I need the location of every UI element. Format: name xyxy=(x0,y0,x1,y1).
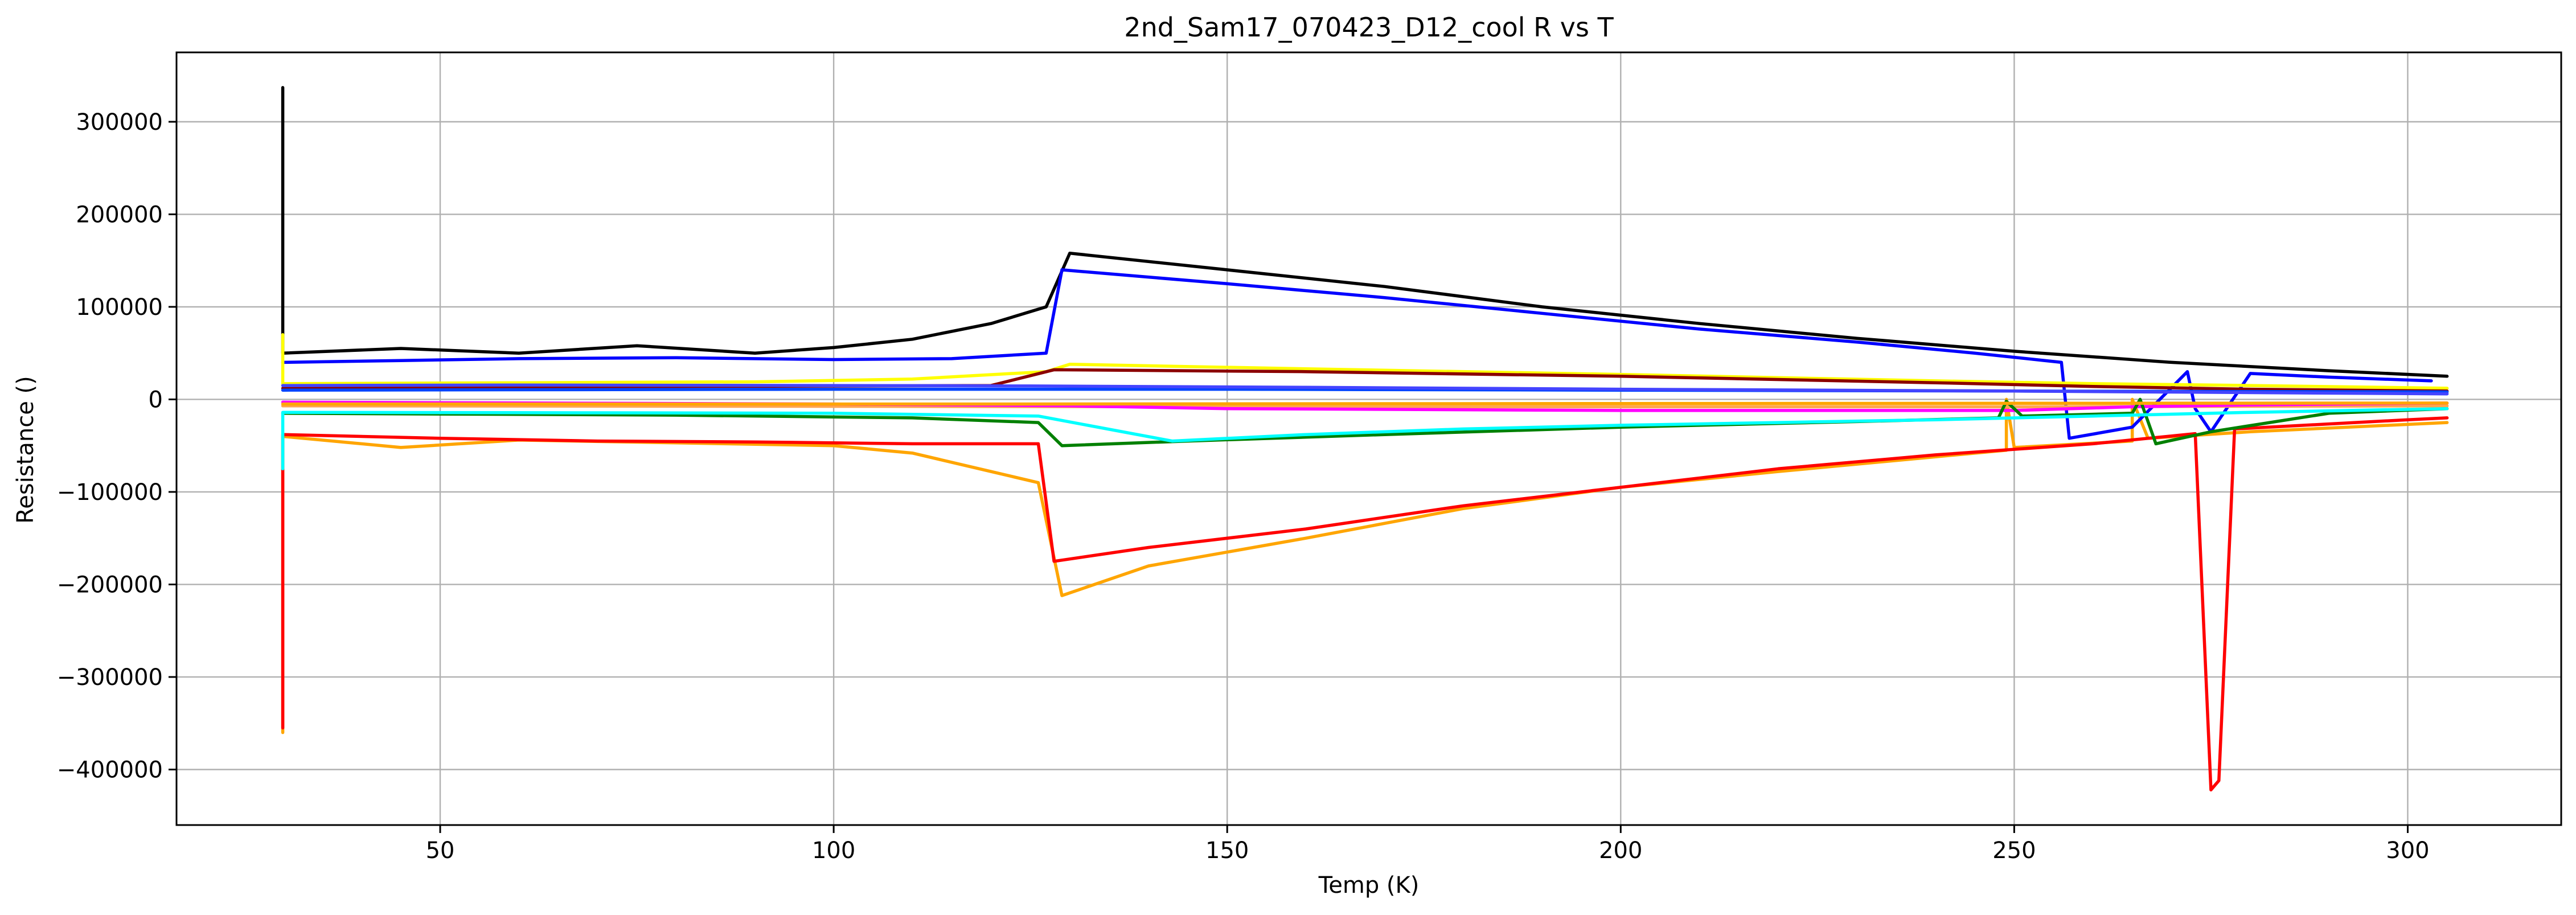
y-tick-label: −400000 xyxy=(57,757,163,783)
y-tick-label: −100000 xyxy=(57,479,163,506)
series-layer xyxy=(281,86,2449,791)
x-tick-label: 250 xyxy=(1992,838,2036,864)
x-tick-label: 100 xyxy=(812,838,855,864)
y-tick-label: 100000 xyxy=(76,294,163,321)
chart-title: 2nd_Sam17_070423_D12_cool R vs T xyxy=(1124,12,1614,43)
series-line-13 xyxy=(281,383,2449,396)
y-tick-label: 0 xyxy=(149,387,163,413)
y-tick-label: −200000 xyxy=(57,572,163,598)
y-axis-label: Resistance () xyxy=(13,376,39,523)
series-line-5 xyxy=(281,333,2449,390)
series-line-4 xyxy=(281,268,2433,440)
x-tick-label: 50 xyxy=(426,838,455,864)
y-tick-label: −300000 xyxy=(57,664,163,691)
x-tick-label: 300 xyxy=(2386,838,2429,864)
series-line-1 xyxy=(281,397,2449,735)
x-tick-label: 150 xyxy=(1205,838,1249,864)
x-axis-label: Temp (K) xyxy=(1318,872,1420,898)
series-line-8 xyxy=(281,404,2449,409)
series-line-11 xyxy=(281,407,2449,471)
axis-layer: 50 100 150 200 250 300 −400000 −300000 −200000 −1… xyxy=(57,51,2562,864)
series-line-2 xyxy=(281,416,2449,791)
series-line-12 xyxy=(281,401,2449,406)
y-tick-label: 300000 xyxy=(76,109,163,136)
series-line-3 xyxy=(281,86,2449,378)
y-tick-label: 200000 xyxy=(76,202,163,228)
x-tick-label: 200 xyxy=(1599,838,1642,864)
plot-frame xyxy=(175,51,2562,826)
grid-layer xyxy=(177,52,2561,825)
